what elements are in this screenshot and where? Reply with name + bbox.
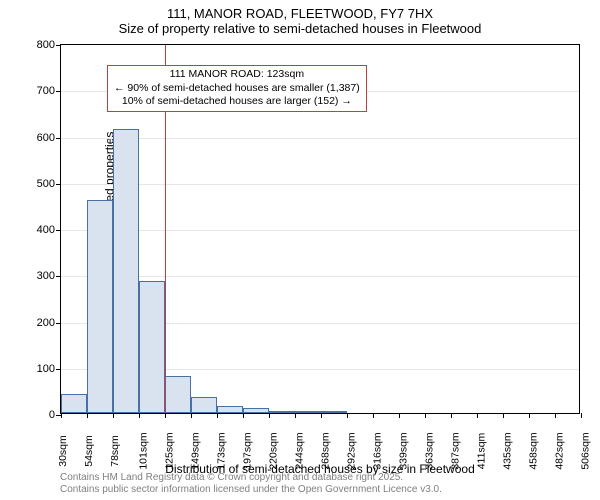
- x-tick-label: 78sqm: [109, 435, 121, 467]
- x-tick-mark: [139, 413, 140, 418]
- x-tick-mark: [451, 413, 452, 418]
- x-tick-mark: [503, 413, 504, 418]
- y-tick-mark: [56, 323, 61, 324]
- x-tick-mark: [269, 413, 270, 418]
- annotation-line3: 10% of semi-detached houses are larger (…: [114, 95, 360, 109]
- x-tick-label: 54sqm: [83, 435, 95, 467]
- x-tick-label: 363sqm: [424, 432, 436, 469]
- chart-container: Number of semi-detached properties Distr…: [60, 44, 580, 414]
- x-tick-mark: [347, 413, 348, 418]
- footer-line1: Contains HM Land Registry data © Crown c…: [60, 472, 442, 484]
- x-tick-label: 30sqm: [57, 435, 69, 467]
- plot-area: 010020030040050060070080030sqm54sqm78sqm…: [60, 44, 580, 414]
- histogram-bar: [321, 411, 347, 413]
- x-tick-mark: [399, 413, 400, 418]
- y-tick-mark: [56, 276, 61, 277]
- x-tick-mark: [217, 413, 218, 418]
- x-tick-mark: [373, 413, 374, 418]
- x-tick-label: 173sqm: [216, 432, 228, 469]
- y-tick-label: 800: [37, 39, 55, 51]
- y-tick-mark: [56, 230, 61, 231]
- y-tick-mark: [56, 45, 61, 46]
- x-tick-label: 292sqm: [346, 432, 358, 469]
- x-tick-label: 506sqm: [580, 432, 592, 469]
- x-tick-mark: [113, 413, 114, 418]
- histogram-bar: [165, 376, 191, 413]
- y-tick-label: 100: [37, 363, 55, 375]
- histogram-bar: [113, 129, 139, 413]
- chart-title-line2: Size of property relative to semi-detach…: [0, 21, 600, 36]
- histogram-bar: [87, 200, 113, 413]
- x-tick-label: 316sqm: [372, 432, 384, 469]
- annotation-line1: 111 MANOR ROAD: 123sqm: [114, 68, 360, 82]
- x-tick-mark: [425, 413, 426, 418]
- x-tick-mark: [555, 413, 556, 418]
- y-tick-mark: [56, 369, 61, 370]
- x-tick-mark: [295, 413, 296, 418]
- histogram-bar: [269, 411, 295, 413]
- x-tick-label: 268sqm: [320, 432, 332, 469]
- annotation-box: 111 MANOR ROAD: 123sqm← 90% of semi-deta…: [107, 65, 367, 112]
- histogram-bar: [191, 397, 217, 413]
- x-tick-label: 435sqm: [502, 432, 514, 469]
- x-tick-label: 197sqm: [242, 432, 254, 469]
- attribution-footer: Contains HM Land Registry data © Crown c…: [60, 472, 442, 496]
- y-tick-label: 200: [37, 317, 55, 329]
- chart-title-line1: 111, MANOR ROAD, FLEETWOOD, FY7 7HX: [0, 6, 600, 21]
- y-tick-label: 300: [37, 270, 55, 282]
- x-tick-label: 411sqm: [475, 433, 487, 470]
- x-tick-mark: [581, 413, 582, 418]
- y-tick-label: 500: [37, 178, 55, 190]
- histogram-bar: [61, 394, 87, 413]
- x-tick-mark: [321, 413, 322, 418]
- y-tick-label: 700: [37, 85, 55, 97]
- x-tick-label: 149sqm: [190, 432, 202, 469]
- annotation-line2: ← 90% of semi-detached houses are smalle…: [114, 82, 360, 96]
- histogram-bar: [243, 408, 269, 413]
- y-tick-mark: [56, 138, 61, 139]
- x-tick-label: 101sqm: [138, 432, 150, 469]
- x-tick-label: 387sqm: [450, 432, 462, 469]
- x-tick-label: 339sqm: [398, 432, 410, 469]
- x-tick-label: 458sqm: [528, 432, 540, 469]
- x-tick-label: 220sqm: [268, 432, 280, 469]
- footer-line2: Contains public sector information licen…: [60, 484, 442, 496]
- x-tick-mark: [477, 413, 478, 418]
- y-tick-label: 400: [37, 224, 55, 236]
- x-tick-mark: [529, 413, 530, 418]
- y-tick-mark: [56, 184, 61, 185]
- x-tick-mark: [87, 413, 88, 418]
- histogram-bar: [139, 281, 165, 413]
- y-tick-label: 0: [49, 409, 55, 421]
- x-tick-mark: [165, 413, 166, 418]
- x-tick-label: 125sqm: [164, 432, 176, 469]
- x-tick-mark: [191, 413, 192, 418]
- y-tick-label: 600: [37, 132, 55, 144]
- x-tick-label: 482sqm: [554, 432, 566, 469]
- histogram-bar: [295, 411, 321, 413]
- histogram-bar: [217, 406, 243, 413]
- x-tick-label: 244sqm: [294, 432, 306, 469]
- y-tick-mark: [56, 91, 61, 92]
- x-tick-mark: [243, 413, 244, 418]
- x-tick-mark: [61, 413, 62, 418]
